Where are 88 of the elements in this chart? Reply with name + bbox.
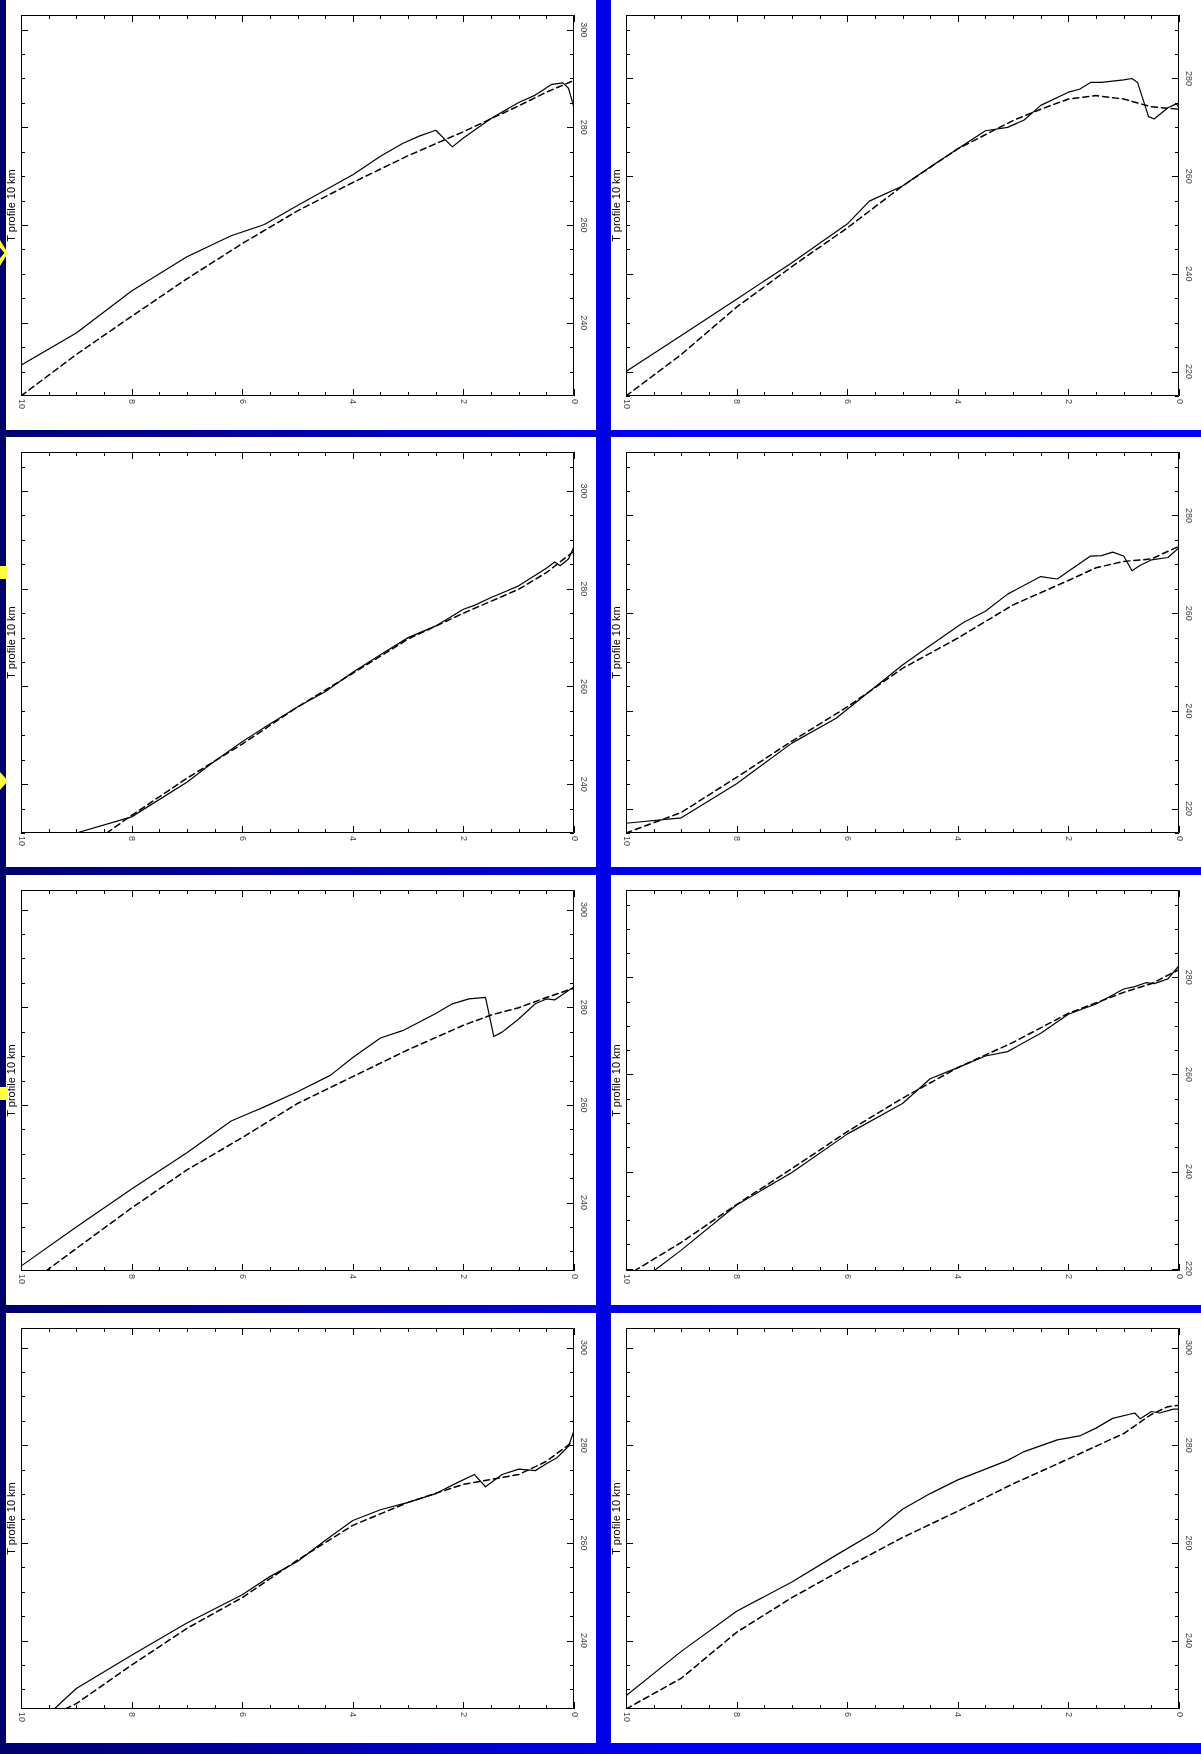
x-tick-label: 4	[348, 399, 359, 405]
x-tick-label: 0	[569, 399, 580, 405]
y-tick-label: 260	[1183, 1066, 1194, 1082]
y-tick-label: 280	[578, 1437, 589, 1453]
y-tick-label: 240	[578, 315, 589, 331]
x-tick-label: 4	[953, 399, 964, 405]
y-tick-label: 220	[1183, 364, 1194, 380]
x-tick-label: 4	[348, 836, 359, 842]
y-tick-label: 280	[578, 999, 589, 1015]
x-tick-label: 4	[953, 836, 964, 842]
y-tick-label: 280	[578, 581, 589, 597]
x-tick-label: 8	[732, 399, 743, 405]
x-tick-label: 8	[127, 399, 138, 405]
x-tick-label: 2	[1063, 1712, 1074, 1718]
x-tick-label: 10	[16, 836, 27, 847]
y-tick-label: 240	[1183, 1633, 1194, 1649]
y-tick-label: 300	[578, 483, 589, 499]
y-tick-label: 260	[1183, 1535, 1194, 1551]
y-axis-title: T profile 10 km	[610, 606, 623, 679]
x-tick-label: 0	[569, 1712, 580, 1718]
x-tick-label: 2	[458, 1274, 469, 1280]
y-tick-label: 240	[1183, 266, 1194, 282]
y-tick-label: 280	[1183, 70, 1194, 87]
y-tick-label: 260	[1183, 605, 1194, 621]
x-tick-label: 8	[127, 1712, 138, 1718]
y-tick-label: 240	[1183, 1163, 1194, 1180]
x-tick-label: 0	[1174, 1712, 1185, 1718]
y-tick-label: 220	[1183, 1261, 1194, 1277]
x-tick-label: 6	[237, 1712, 248, 1718]
y-tick-label: 300	[578, 1340, 589, 1356]
y-tick-label: 240	[578, 776, 589, 792]
y-tick-label: 220	[1183, 801, 1194, 817]
y-tick-label: 240	[578, 1633, 589, 1649]
x-tick-label: 8	[732, 1274, 743, 1280]
y-tick-label: 260	[578, 217, 589, 233]
x-tick-label: 2	[1063, 836, 1074, 842]
x-tick-label: 6	[237, 836, 248, 842]
x-tick-label: 8	[732, 1712, 743, 1718]
x-tick-label: 8	[127, 1274, 138, 1280]
x-tick-label: 10	[621, 1274, 632, 1285]
x-tick-label: 2	[458, 1712, 469, 1718]
x-tick-label: 4	[348, 1274, 359, 1280]
y-tick-label: 280	[578, 119, 589, 135]
x-tick-label: 0	[1174, 399, 1185, 405]
x-tick-label: 2	[1063, 1274, 1074, 1280]
y-tick-label: 280	[1183, 969, 1194, 985]
x-tick-label: 6	[237, 1274, 248, 1280]
x-tick-label: 6	[842, 1274, 853, 1280]
x-tick-label: 10	[621, 399, 632, 410]
x-tick-label: 8	[732, 836, 743, 842]
y-tick-label: 300	[578, 22, 589, 38]
x-tick-label: 4	[953, 1712, 964, 1718]
y-axis-title: T profile 10 km	[5, 169, 18, 242]
x-tick-label: 6	[842, 836, 853, 842]
x-tick-label: 4	[953, 1274, 964, 1280]
x-tick-label: 2	[458, 399, 469, 405]
x-tick-label: 10	[621, 836, 632, 847]
y-axis-title: T profile 10 km	[5, 1044, 18, 1117]
x-tick-label: 10	[16, 399, 27, 410]
y-axis-title: T profile 10 km	[5, 606, 18, 679]
y-tick-label: 260	[578, 1535, 589, 1551]
x-tick-label: 8	[127, 836, 138, 842]
x-tick-label: 2	[1063, 399, 1074, 405]
x-tick-label: 0	[569, 1274, 580, 1280]
x-tick-label: 6	[237, 399, 248, 405]
x-tick-label: 0	[1174, 836, 1185, 842]
y-axis-title: T profile 10 km	[610, 1044, 623, 1117]
x-tick-label: 10	[621, 1712, 632, 1723]
x-tick-label: 10	[16, 1712, 27, 1723]
x-tick-label: 6	[842, 1712, 853, 1718]
y-tick-label: 280	[1183, 1437, 1194, 1453]
y-axis-title: T profile 10 km	[610, 169, 623, 242]
x-tick-label: 0	[569, 836, 580, 842]
y-tick-label: 280	[1183, 507, 1194, 524]
x-tick-label: 10	[16, 1274, 27, 1285]
y-tick-label: 240	[578, 1195, 589, 1211]
y-axis-title: T profile 10 km	[610, 1482, 623, 1555]
y-axis-title: T profile 10 km	[5, 1482, 18, 1555]
x-tick-label: 0	[1174, 1274, 1185, 1280]
x-tick-label: 4	[348, 1712, 359, 1718]
y-tick-label: 240	[1183, 703, 1194, 719]
y-tick-label: 260	[578, 1097, 589, 1113]
y-tick-label: 300	[1183, 1340, 1194, 1356]
x-tick-label: 6	[842, 399, 853, 405]
y-tick-label: 260	[1183, 168, 1194, 184]
y-tick-label: 260	[578, 678, 589, 694]
x-tick-label: 2	[458, 836, 469, 842]
y-tick-label: 300	[578, 902, 589, 918]
